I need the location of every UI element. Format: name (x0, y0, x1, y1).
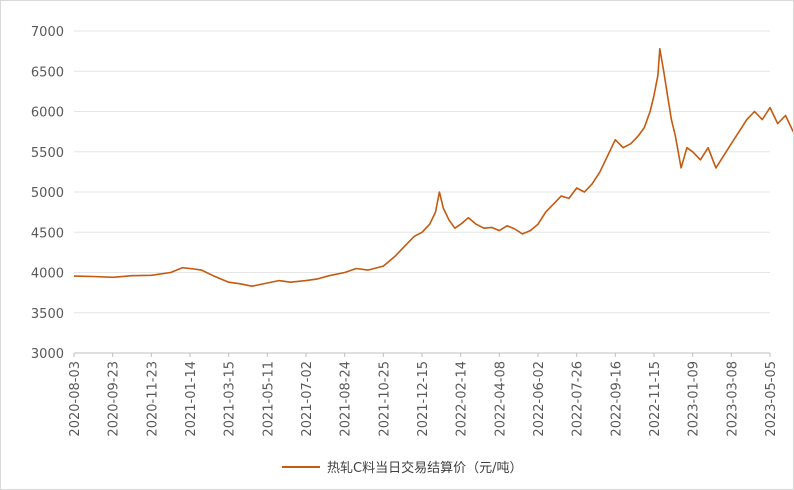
series-layer (73, 47, 793, 287)
legend: 热轧C料当日交易结算价（元/吨） (282, 460, 522, 476)
x-tick-label: 2021-03-15 (223, 361, 238, 437)
x-tick-label: 2021-10-25 (377, 361, 392, 437)
x-tick-label: 2022-06-02 (532, 361, 547, 437)
y-tick-label: 3500 (31, 307, 64, 322)
y-tick-label: 3000 (31, 347, 64, 362)
x-tick-label: 2023-01-09 (687, 361, 702, 437)
x-tick-label: 2022-07-26 (571, 361, 586, 437)
x-tick-label: 2023-05-05 (764, 361, 779, 437)
x-tick-label: 2021-07-02 (300, 361, 315, 437)
gridlines (74, 30, 770, 354)
y-tick-label: 4000 (31, 267, 64, 282)
x-tick-label: 2022-04-08 (493, 361, 508, 437)
y-tick-label: 4500 (31, 226, 64, 241)
legend-label: 热轧C料当日交易结算价（元/吨） (327, 460, 522, 476)
series-line (73, 47, 793, 287)
x-tick-label: 2021-01-14 (184, 361, 199, 437)
y-axis-ticks: 3000 3500 4000 4500 5000 5500 6000 6500 7000 (31, 25, 64, 362)
x-axis-ticks: 2020-08-03 2020-09-23 2020-11-23 2021-01-14… (68, 353, 779, 437)
x-tick-label: 2020-08-03 (68, 361, 83, 437)
x-tick-label: 2020-09-23 (107, 361, 122, 437)
y-tick-label: 7000 (31, 25, 64, 40)
x-tick-label: 2022-09-16 (609, 361, 624, 437)
x-tick-label: 2021-12-15 (416, 361, 431, 437)
y-tick-label: 5000 (31, 186, 64, 201)
x-tick-label: 2020-11-23 (145, 361, 160, 437)
y-tick-label: 5500 (31, 146, 64, 161)
y-tick-label: 6000 (31, 106, 64, 121)
y-tick-label: 6500 (31, 65, 64, 80)
x-tick-label: 2023-03-08 (725, 361, 740, 437)
x-tick-label: 2022-11-15 (648, 361, 663, 437)
x-tick-label: 2022-02-14 (455, 361, 470, 437)
x-tick-label: 2021-08-24 (339, 361, 354, 437)
x-tick-label: 2021-05-11 (261, 361, 276, 437)
